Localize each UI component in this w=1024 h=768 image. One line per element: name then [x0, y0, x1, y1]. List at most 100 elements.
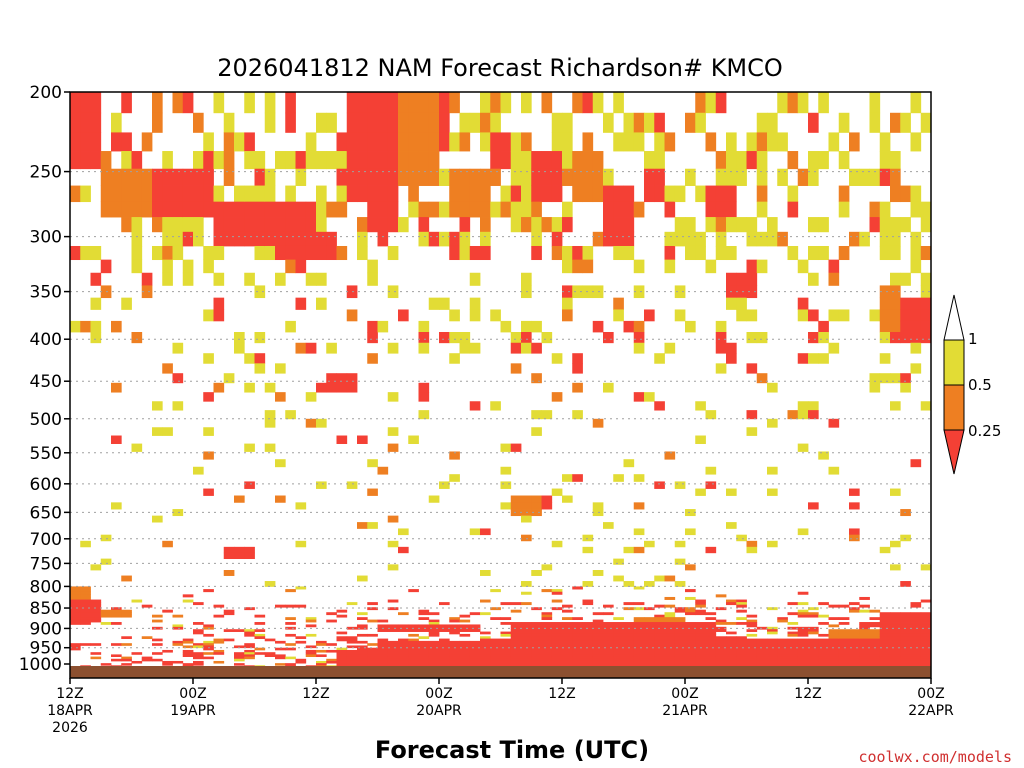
heatmap-cell	[182, 638, 194, 642]
heatmap-cell	[736, 656, 747, 660]
heatmap-cell	[623, 607, 635, 611]
heatmap-cell	[510, 624, 522, 628]
heatmap-cell	[121, 636, 132, 639]
heatmap-cell	[777, 656, 788, 660]
heatmap-cell	[500, 665, 512, 667]
heatmap-cell	[367, 652, 378, 655]
heatmap-cell	[562, 636, 573, 639]
heatmap-cell	[654, 645, 665, 649]
heatmap-cell	[295, 231, 307, 247]
heatmap-cell	[582, 660, 594, 664]
heatmap-cell	[613, 649, 624, 653]
heatmap-cell	[521, 185, 532, 203]
heatmap-cell	[541, 617, 553, 620]
heatmap-cell	[70, 647, 81, 651]
heatmap-cell	[500, 622, 512, 625]
heatmap-cell	[152, 185, 163, 203]
heatmap-cell	[890, 629, 901, 632]
heatmap-cell	[644, 112, 655, 133]
heatmap-cell	[715, 656, 727, 660]
heatmap-cell	[562, 626, 573, 630]
heatmap-cell	[582, 185, 594, 203]
heatmap-cell	[551, 540, 563, 548]
heatmap-cell	[592, 649, 604, 653]
heatmap-cell	[910, 185, 922, 203]
heatmap-cell	[551, 656, 563, 660]
heatmap-cell	[141, 285, 153, 299]
heatmap-cell	[562, 617, 573, 620]
heatmap-cell	[326, 382, 337, 393]
heatmap-cell	[490, 643, 501, 646]
heatmap-cell	[510, 640, 522, 644]
heatmap-cell	[459, 332, 471, 344]
heatmap-cell	[869, 617, 881, 620]
heatmap-cell	[541, 92, 553, 114]
heatmap-cell	[859, 663, 870, 666]
heatmap-cell	[920, 645, 932, 649]
heatmap-cell	[439, 132, 450, 152]
heatmap-cell	[695, 245, 706, 261]
heatmap-cell	[797, 92, 809, 114]
heatmap-cell	[510, 645, 522, 649]
heatmap-cell	[828, 636, 840, 639]
heatmap-cell	[592, 643, 604, 646]
heatmap-cell	[879, 168, 891, 186]
heatmap-cell	[623, 185, 635, 203]
heatmap-cell	[367, 649, 378, 653]
heatmap-cell	[623, 201, 635, 218]
heatmap-cell	[879, 309, 891, 322]
heatmap-cell	[500, 645, 512, 649]
heatmap-cell	[685, 663, 696, 666]
heatmap-cell	[162, 201, 173, 218]
heatmap-cell	[777, 647, 788, 651]
heatmap-cell	[254, 353, 266, 364]
heatmap-cell	[797, 633, 809, 637]
heatmap-cell	[551, 629, 563, 632]
heatmap-cell	[510, 201, 522, 218]
heatmap-cell	[367, 643, 378, 646]
heatmap-cell	[449, 332, 460, 344]
heatmap-cell	[603, 624, 614, 628]
heatmap-cell	[797, 259, 809, 274]
heatmap-cell	[746, 427, 758, 436]
heatmap-cell	[674, 658, 686, 662]
heatmap-cell	[449, 245, 460, 261]
heatmap-cell	[613, 309, 624, 322]
heatmap-cell	[541, 495, 553, 503]
heatmap-cell	[305, 654, 317, 657]
heatmap-cell	[90, 151, 102, 170]
heatmap-cell	[849, 652, 860, 655]
heatmap-cell	[654, 151, 665, 170]
heatmap-cell	[285, 112, 296, 133]
heatmap-cell	[664, 652, 676, 655]
heatmap-cell	[418, 652, 430, 655]
heatmap-cell	[746, 649, 758, 653]
heatmap-cell	[500, 660, 512, 664]
heatmap-cell	[336, 631, 348, 635]
heatmap-cell	[777, 643, 788, 646]
heatmap-cell	[900, 645, 911, 649]
heatmap-cell	[531, 245, 542, 261]
heatmap-cell	[531, 201, 542, 218]
heatmap-cell	[890, 112, 901, 133]
heatmap-cell	[285, 201, 296, 218]
heatmap-cell	[121, 168, 132, 186]
heatmap-cell	[582, 638, 594, 642]
heatmap-cell	[644, 640, 655, 644]
heatmap-cell	[900, 638, 911, 642]
heatmap-cell	[818, 660, 829, 664]
heatmap-cell	[193, 622, 204, 625]
heatmap-cell	[203, 589, 214, 593]
heatmap-cell	[480, 660, 491, 664]
heatmap-cell	[398, 638, 409, 642]
heatmap-cell	[582, 629, 594, 632]
heatmap-cell	[418, 649, 430, 653]
x-tick-label: 00Z	[671, 686, 698, 702]
heatmap-cell	[152, 427, 163, 436]
heatmap-cell	[162, 663, 173, 666]
heatmap-cell	[346, 654, 358, 657]
heatmap-cell	[572, 631, 583, 635]
heatmap-cell	[275, 495, 286, 503]
heatmap-cell	[715, 649, 727, 653]
